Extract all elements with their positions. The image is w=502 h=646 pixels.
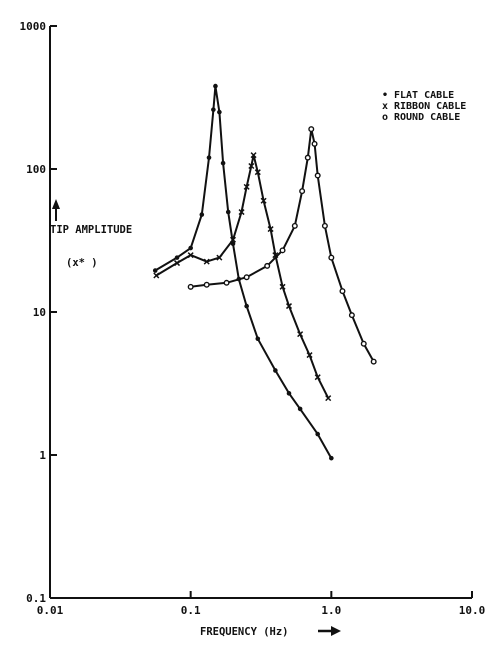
data-point — [308, 126, 315, 133]
data-point — [203, 258, 210, 265]
data-point — [297, 331, 304, 338]
data-point — [314, 172, 321, 179]
data-point — [248, 162, 255, 170]
x-axis-arrow-head — [331, 626, 341, 636]
y-axis-label: TIP AMPLITUDE — [50, 224, 132, 236]
data-point — [255, 336, 261, 342]
data-point — [260, 197, 267, 204]
data-point — [279, 247, 286, 254]
data-point — [206, 155, 212, 160]
y-tick-label: 10 — [33, 306, 46, 319]
data-point — [291, 222, 298, 229]
data-point — [360, 340, 367, 347]
legend-label: ROUND CABLE — [394, 112, 460, 123]
data-point — [315, 431, 321, 437]
data-point — [321, 222, 328, 229]
data-point — [306, 352, 313, 359]
x-tick-label: 1.0 — [321, 604, 341, 617]
data-point — [211, 107, 216, 112]
legend: • FLAT CABLE x RIBBON CABLE o ROUND CABLE — [382, 90, 466, 123]
data-point — [250, 152, 257, 159]
data-point — [187, 252, 194, 259]
data-point — [187, 283, 194, 290]
data-point — [229, 236, 237, 243]
x-tick-label: 10.0 — [459, 604, 486, 617]
data-point — [153, 272, 160, 279]
data-point — [217, 109, 222, 115]
data-point — [225, 209, 231, 215]
data-point — [273, 368, 278, 373]
data-point — [297, 406, 303, 412]
data-point — [243, 274, 250, 281]
data-point — [267, 226, 274, 233]
legend-label: RIBBON CABLE — [394, 101, 466, 112]
data-point — [174, 255, 180, 260]
data-point — [213, 83, 218, 89]
data-point — [152, 268, 158, 273]
data-point — [199, 212, 205, 217]
data-point — [285, 303, 293, 310]
data-point — [238, 209, 245, 216]
data-point — [328, 254, 335, 261]
series-line — [155, 154, 330, 399]
data-point — [188, 245, 193, 251]
series-round-cable — [187, 126, 377, 365]
data-point — [203, 281, 210, 288]
legend-label: FLAT CABLE — [394, 90, 454, 101]
data-point — [304, 154, 311, 161]
y-axis-arrow-head — [52, 199, 60, 209]
data-point — [370, 358, 377, 365]
data-point — [216, 254, 223, 261]
y-tick-label: 100 — [26, 163, 46, 176]
legend-marker: • — [382, 90, 388, 101]
x-tick-label: 0.01 — [37, 604, 64, 617]
series-layer — [152, 83, 377, 461]
data-point — [244, 303, 249, 309]
legend-marker: x — [382, 101, 388, 112]
data-point — [264, 262, 271, 269]
y-axis-unit-label: (x* ) — [66, 257, 98, 269]
data-point — [314, 374, 321, 381]
x-axis-label: FREQUENCY (Hz) — [200, 626, 289, 638]
x-tick-label: 0.1 — [181, 604, 201, 617]
data-point — [174, 260, 181, 267]
data-point — [220, 160, 226, 166]
legend-marker: o — [382, 112, 388, 123]
data-point — [279, 283, 286, 290]
data-point — [254, 169, 261, 176]
data-point — [329, 455, 334, 461]
data-point — [311, 140, 318, 147]
data-point — [339, 288, 346, 295]
series-flat-cable — [152, 83, 334, 461]
series-line — [190, 128, 375, 363]
y-tick-label: 0.1 — [26, 592, 46, 605]
data-point — [348, 312, 355, 319]
y-tick-label: 1 — [39, 449, 46, 462]
y-tick-label: 1000 — [20, 20, 47, 33]
data-point — [286, 391, 292, 396]
data-point — [299, 188, 306, 195]
series-line — [154, 85, 333, 459]
data-point — [223, 279, 230, 286]
series-ribbon-cable — [153, 152, 332, 402]
data-point — [325, 395, 332, 402]
data-point — [243, 183, 250, 190]
